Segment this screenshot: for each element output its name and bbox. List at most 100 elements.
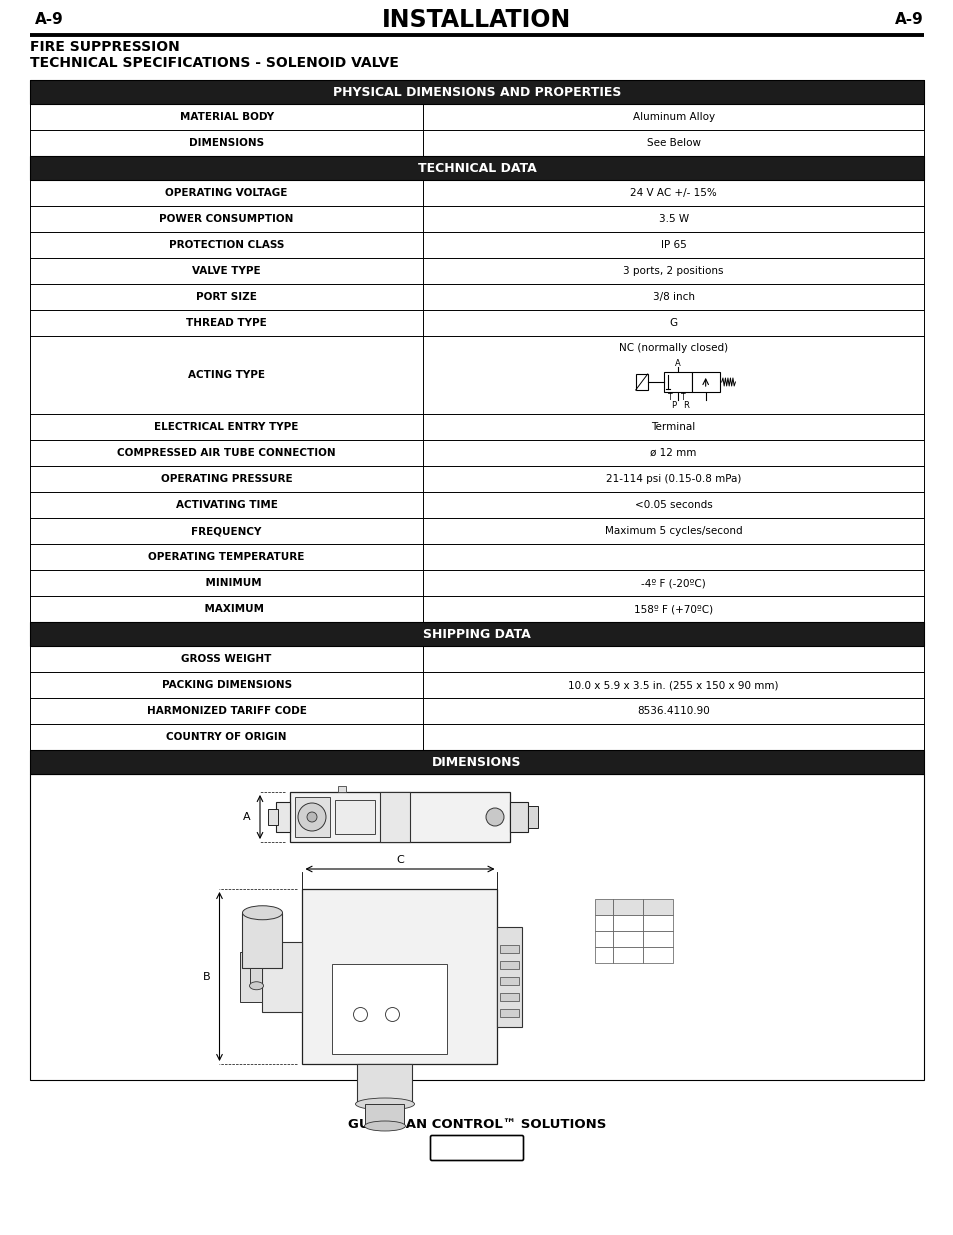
Text: 4.72: 4.72 xyxy=(648,951,666,960)
Circle shape xyxy=(307,811,316,823)
Bar xyxy=(30,698,923,724)
Bar xyxy=(595,899,613,915)
Text: ELECTRICAL ENTRY TYPE: ELECTRICAL ENTRY TYPE xyxy=(154,422,298,432)
Bar xyxy=(595,947,613,963)
Text: IP 65: IP 65 xyxy=(660,240,686,249)
Text: P: P xyxy=(670,401,676,410)
Text: OPERATING TEMPERATURE: OPERATING TEMPERATURE xyxy=(149,552,305,562)
Text: 120: 120 xyxy=(619,951,636,960)
Bar xyxy=(30,80,923,104)
Text: GUARDIAN CONTROL™ SOLUTIONS: GUARDIAN CONTROL™ SOLUTIONS xyxy=(348,1119,605,1131)
Bar xyxy=(30,284,923,310)
Bar xyxy=(642,947,672,963)
Circle shape xyxy=(485,808,503,826)
Bar xyxy=(30,414,923,440)
Bar xyxy=(365,1104,404,1126)
Bar xyxy=(30,597,923,622)
Ellipse shape xyxy=(355,1098,414,1110)
Text: ELECTRIC: ELECTRIC xyxy=(455,1149,498,1157)
FancyBboxPatch shape xyxy=(430,1135,523,1161)
Text: INSTALLATION: INSTALLATION xyxy=(382,7,571,32)
Bar xyxy=(500,1009,519,1016)
Bar xyxy=(357,1065,412,1104)
Text: FIRE SUPPRESSION: FIRE SUPPRESSION xyxy=(30,40,179,54)
Text: A: A xyxy=(374,990,381,1000)
Text: 3/8 inch: 3/8 inch xyxy=(652,291,694,303)
Bar xyxy=(613,915,642,931)
Text: <0.05 seconds: <0.05 seconds xyxy=(634,500,712,510)
Text: FREQUENCY: FREQUENCY xyxy=(192,526,261,536)
Text: 109: 109 xyxy=(619,935,636,944)
Bar xyxy=(500,977,519,984)
Bar xyxy=(30,774,923,1079)
Text: MATERIAL BODY: MATERIAL BODY xyxy=(179,112,274,122)
Bar xyxy=(302,889,497,1065)
Text: 4.29: 4.29 xyxy=(648,935,666,944)
Bar xyxy=(30,517,923,543)
Text: PORT SIZE: PORT SIZE xyxy=(196,291,257,303)
Text: Aluminum Alloy: Aluminum Alloy xyxy=(632,112,714,122)
Circle shape xyxy=(297,803,326,831)
Bar xyxy=(30,750,923,774)
Text: B: B xyxy=(600,935,606,944)
Text: Maximum 5 cycles/second: Maximum 5 cycles/second xyxy=(604,526,741,536)
Ellipse shape xyxy=(250,982,263,989)
Text: C: C xyxy=(600,951,606,960)
Text: POWER CONSUMPTION: POWER CONSUMPTION xyxy=(159,214,294,224)
Bar xyxy=(30,440,923,466)
Bar xyxy=(335,800,375,834)
Text: C: C xyxy=(395,855,403,864)
Bar xyxy=(500,961,519,968)
Bar xyxy=(30,180,923,206)
Text: 24 V AC +/- 15%: 24 V AC +/- 15% xyxy=(630,188,717,198)
Text: TECHNICAL DATA: TECHNICAL DATA xyxy=(417,162,536,174)
Bar xyxy=(500,945,519,952)
Ellipse shape xyxy=(242,905,282,920)
Bar xyxy=(30,466,923,492)
Text: GROSS WEIGHT: GROSS WEIGHT xyxy=(181,655,272,664)
Text: TECHNICAL SPECIFICATIONS - SOLENOID VALVE: TECHNICAL SPECIFICATIONS - SOLENOID VALV… xyxy=(30,56,398,70)
Bar xyxy=(30,571,923,597)
Text: A: A xyxy=(600,919,606,927)
Bar xyxy=(30,206,923,232)
Bar xyxy=(30,104,923,130)
Text: 3 ports, 2 positions: 3 ports, 2 positions xyxy=(622,266,723,275)
Text: MINIMUM: MINIMUM xyxy=(192,578,262,588)
Bar xyxy=(30,310,923,336)
Text: B: B xyxy=(202,972,210,982)
Bar xyxy=(30,646,923,672)
Text: DIMENSIONS: DIMENSIONS xyxy=(432,756,521,768)
Bar xyxy=(30,622,923,646)
Text: ACTIVATING TIME: ACTIVATING TIME xyxy=(175,500,277,510)
Bar xyxy=(595,915,613,931)
Text: A-9: A-9 xyxy=(894,12,923,27)
Bar xyxy=(30,724,923,750)
Text: COUNTRY OF ORIGIN: COUNTRY OF ORIGIN xyxy=(166,732,287,742)
Bar xyxy=(691,372,719,391)
Text: 1.06: 1.06 xyxy=(648,919,666,927)
Bar xyxy=(595,931,613,947)
Text: A: A xyxy=(243,811,251,823)
Bar xyxy=(379,792,410,842)
Text: 3.5 W: 3.5 W xyxy=(658,214,688,224)
Bar xyxy=(500,993,519,1000)
Text: DIMENSIONS: DIMENSIONS xyxy=(189,138,264,148)
Bar xyxy=(30,543,923,571)
Ellipse shape xyxy=(364,1121,405,1131)
Bar xyxy=(275,802,290,832)
Text: G: G xyxy=(669,317,677,329)
Bar xyxy=(635,374,647,390)
Bar xyxy=(642,915,672,931)
Circle shape xyxy=(354,1008,367,1021)
Text: NC (normally closed): NC (normally closed) xyxy=(618,343,727,353)
Bar xyxy=(337,785,346,792)
Text: mm: mm xyxy=(618,903,636,911)
Bar xyxy=(30,336,923,414)
Text: T: T xyxy=(668,393,672,401)
Bar xyxy=(30,492,923,517)
Text: See Below: See Below xyxy=(646,138,700,148)
Bar xyxy=(290,792,510,842)
Bar xyxy=(268,809,277,825)
Text: 10.0 x 5.9 x 3.5 in. (255 x 150 x 90 mm): 10.0 x 5.9 x 3.5 in. (255 x 150 x 90 mm) xyxy=(568,680,778,690)
Text: 158º F (+70ºC): 158º F (+70ºC) xyxy=(634,604,713,614)
